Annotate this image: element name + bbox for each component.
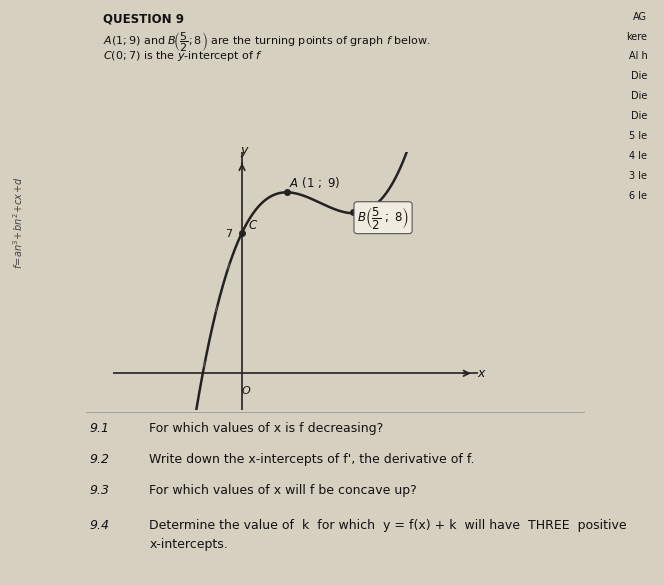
Text: $C$: $C$ [248, 219, 258, 232]
Text: $B\left(\dfrac{5}{2}\ ;\ 8\right)$: $B\left(\dfrac{5}{2}\ ;\ 8\right)$ [357, 205, 409, 230]
Text: Die: Die [631, 111, 647, 121]
Text: $O$: $O$ [241, 384, 252, 397]
Text: For which values of x is f decreasing?: For which values of x is f decreasing? [149, 422, 384, 435]
Text: x-intercepts.: x-intercepts. [149, 538, 228, 551]
Text: $C(0;7)$ is the $y$-intercept of $f$: $C(0;7)$ is the $y$-intercept of $f$ [103, 49, 263, 63]
Text: $y$: $y$ [240, 145, 250, 159]
Text: 5 le: 5 le [629, 131, 647, 141]
Text: For which values of x will f be concave up?: For which values of x will f be concave … [149, 484, 417, 497]
Text: Determine the value of  k  for which  y = f(x) + k  will have  THREE  positive: Determine the value of k for which y = f… [149, 519, 627, 532]
Text: 3 le: 3 le [629, 171, 647, 181]
Text: 6 le: 6 le [629, 191, 647, 201]
Text: $f\!=\!an^3\!+\!bn^2\!+\!cx\!+\!d$: $f\!=\!an^3\!+\!bn^2\!+\!cx\!+\!d$ [12, 176, 25, 269]
Text: Write down the x-intercepts of f', the derivative of f.: Write down the x-intercepts of f', the d… [149, 453, 475, 466]
Text: $x$: $x$ [477, 367, 487, 380]
Text: $7$: $7$ [225, 226, 233, 239]
Text: QUESTION 9: QUESTION 9 [103, 13, 184, 26]
Text: 9.1: 9.1 [90, 422, 110, 435]
Text: $A(1;9)$ and $B\!\left(\dfrac{5}{2};8\right)$ are the turning points of graph $f: $A(1;9)$ and $B\!\left(\dfrac{5}{2};8\ri… [103, 30, 431, 54]
Text: 9.4: 9.4 [90, 519, 110, 532]
Text: 9.3: 9.3 [90, 484, 110, 497]
Text: 4 le: 4 le [629, 151, 647, 161]
Text: Die: Die [631, 71, 647, 81]
Text: kere: kere [626, 32, 647, 42]
Text: Die: Die [631, 91, 647, 101]
Text: Al h: Al h [629, 51, 647, 61]
Text: $A\ (1\ ;\ 9)$: $A\ (1\ ;\ 9)$ [289, 176, 341, 190]
Text: AG: AG [633, 12, 647, 22]
Text: 9.2: 9.2 [90, 453, 110, 466]
